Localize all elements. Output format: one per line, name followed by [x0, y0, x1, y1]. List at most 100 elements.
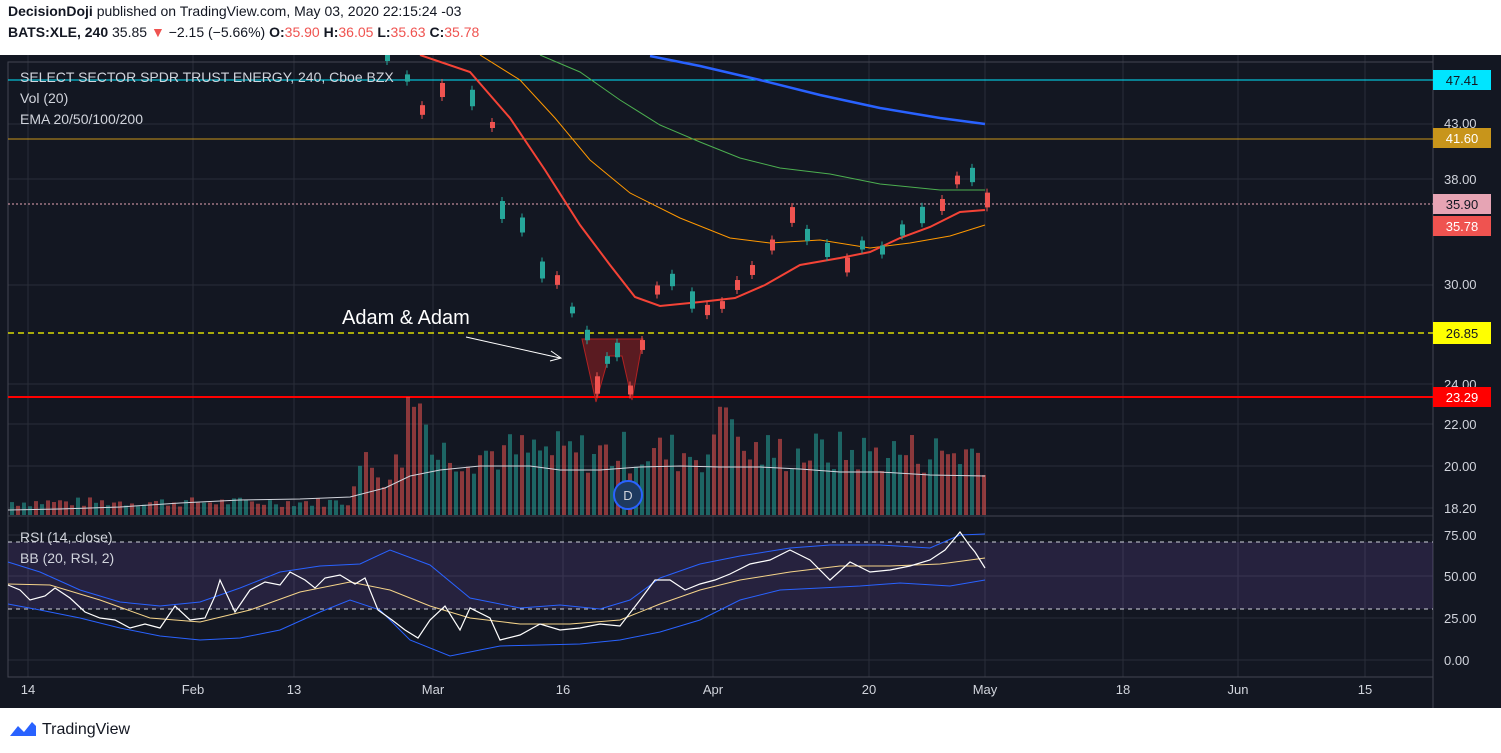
candle-body — [570, 306, 575, 314]
publisher-name[interactable]: DecisionDoji — [8, 3, 93, 19]
volume-bar — [862, 437, 866, 515]
volume-bar — [688, 456, 692, 515]
volume-bar — [946, 454, 950, 515]
volume-bar — [604, 444, 608, 515]
volume-bar — [16, 505, 20, 515]
volume-bar — [826, 462, 830, 515]
rsi-tick: 75.00 — [1444, 528, 1477, 543]
open-value: 35.90 — [284, 24, 320, 40]
rsi-band-background — [8, 542, 1433, 609]
candle-body — [920, 206, 925, 224]
annotation-text[interactable]: Adam & Adam — [342, 307, 470, 329]
volume-bar — [238, 497, 242, 515]
candle-body — [540, 261, 545, 279]
candle-body — [670, 273, 675, 287]
volume-bar — [868, 451, 872, 515]
volume-bar — [124, 505, 128, 515]
legend-title[interactable]: SELECT SECTOR SPDR TRUST ENERGY, 240, Cb… — [20, 69, 394, 85]
candle-body — [585, 329, 590, 341]
volume-bar — [502, 445, 506, 515]
chart-area[interactable]: Adam & Adam D SELECT SECTOR SPDR TRUST E… — [0, 50, 1501, 708]
volume-bar — [724, 407, 728, 515]
tag-23-29: 23.29 — [1446, 390, 1479, 405]
volume-bar — [856, 469, 860, 515]
time-label: 18 — [1116, 682, 1130, 697]
volume-bar — [790, 468, 794, 515]
legend-ema[interactable]: EMA 20/50/100/200 — [20, 111, 143, 127]
volume-bar — [778, 438, 782, 515]
volume-bar — [244, 499, 248, 515]
volume-bar — [70, 505, 74, 515]
volume-bar — [376, 477, 380, 515]
candle-body — [520, 217, 525, 233]
time-label: 16 — [556, 682, 570, 697]
adam-adam-pattern[interactable] — [581, 338, 644, 403]
volume-bar — [526, 452, 530, 515]
volume-bar — [712, 434, 716, 515]
high-label: H: — [323, 24, 339, 40]
candle-body — [955, 175, 960, 185]
close-label: C: — [429, 24, 445, 40]
volume-bar — [448, 462, 452, 515]
volume-bar — [706, 454, 710, 515]
volume-bar — [352, 486, 356, 515]
low-value: 35.63 — [390, 24, 426, 40]
volume-bar — [460, 471, 464, 515]
candle-body — [595, 376, 600, 394]
tag-bg — [1433, 387, 1491, 407]
volume-bar — [334, 500, 338, 515]
volume-bar — [262, 504, 266, 515]
volume-bar — [34, 501, 38, 515]
volume-bar — [808, 460, 812, 515]
volume-bar — [280, 506, 284, 515]
volume-bar — [574, 452, 578, 515]
volume-bar — [700, 472, 704, 515]
volume-bar — [340, 504, 344, 515]
volume-bar — [208, 502, 212, 515]
volume-bar — [478, 455, 482, 515]
volume-bar — [328, 499, 332, 515]
volume-bar — [796, 448, 800, 515]
volume-bar — [202, 502, 206, 515]
close-value: 35.78 — [444, 24, 480, 40]
volume-bar — [22, 502, 26, 515]
volume-bar — [718, 406, 722, 515]
volume-bar — [598, 445, 602, 515]
volume-bar — [292, 506, 296, 515]
legend-bb[interactable]: BB (20, RSI, 2) — [20, 550, 114, 566]
volume-bar — [268, 500, 272, 515]
price-tick: 20.00 — [1444, 459, 1477, 474]
volume-bar — [274, 504, 278, 515]
volume-bar — [838, 431, 842, 515]
tag-bg — [1433, 128, 1491, 148]
volume-bar — [934, 438, 938, 515]
volume-bar — [82, 505, 86, 515]
volume-bar — [46, 500, 50, 515]
volume-bar — [388, 479, 392, 515]
volume-bar — [400, 467, 404, 515]
volume-bar — [358, 465, 362, 515]
volume-bar — [286, 501, 290, 515]
candle-body — [750, 265, 755, 275]
footer-brand[interactable]: TradingView — [42, 721, 131, 738]
volume-bar — [820, 439, 824, 515]
volume-bar — [304, 501, 308, 515]
legend-rsi[interactable]: RSI (14, close) — [20, 529, 113, 545]
tag-bg — [1433, 194, 1491, 214]
volume-bar — [490, 451, 494, 515]
candle-body — [440, 82, 445, 98]
volume-bar — [622, 431, 626, 515]
rsi-tick: 50.00 — [1444, 569, 1477, 584]
candle-body — [880, 245, 885, 255]
volume-bar — [394, 454, 398, 515]
volume-bar — [550, 455, 554, 515]
tradingview-logo-icon[interactable] — [8, 720, 38, 740]
rsi-line — [7, 531, 986, 641]
event-badge[interactable] — [613, 480, 643, 510]
candle-body — [555, 275, 560, 285]
legend-vol[interactable]: Vol (20) — [20, 90, 68, 106]
candle-body — [490, 121, 495, 129]
price-tick: 22.00 — [1444, 417, 1477, 432]
event-badge-label: D — [623, 488, 632, 503]
candle-body — [720, 301, 725, 309]
